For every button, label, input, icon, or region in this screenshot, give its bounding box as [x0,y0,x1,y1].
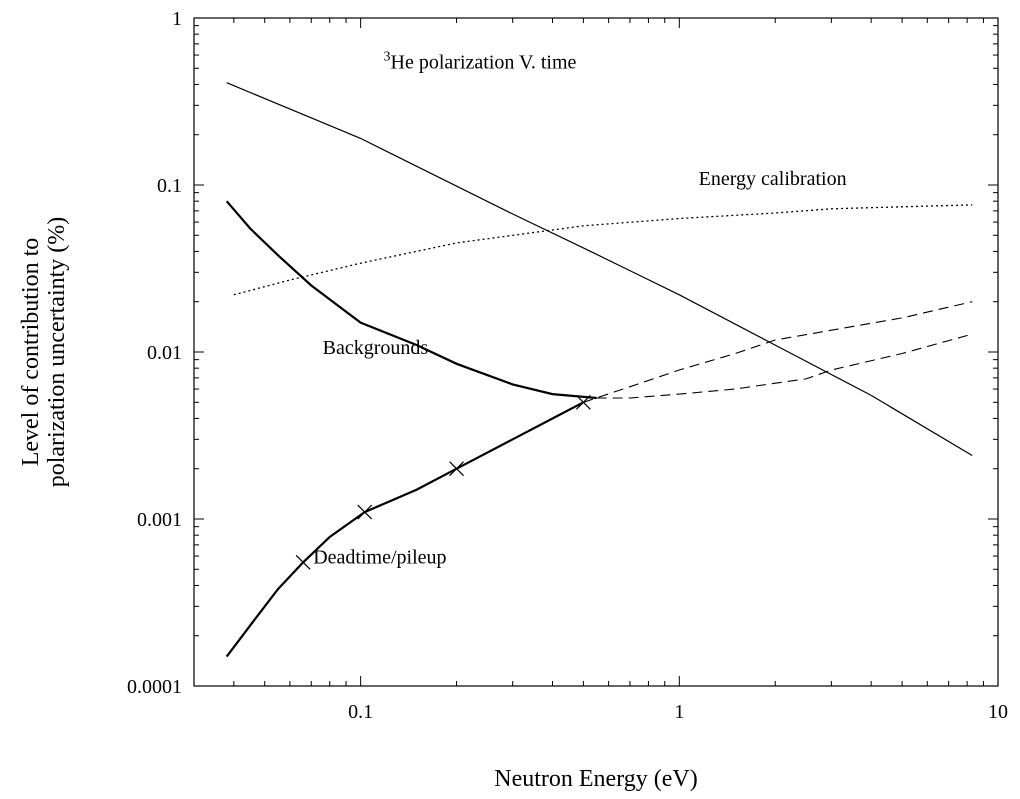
x-marker [295,554,311,570]
y-tick-label: 0.1 [157,175,182,197]
series-line-3 [596,333,973,399]
x-tick-label: 10 [988,701,1008,723]
annotations: 3He polarization V. time Energy calibrati… [313,49,846,568]
x-marker [357,504,373,520]
annotation-energy: Energy calibration [699,168,847,190]
annotation-deadtime: Deadtime/pileup [313,547,446,569]
annotation-backgrounds: Backgrounds [323,337,429,359]
y-tick-label: 0.01 [147,342,182,364]
series-line-0 [226,82,973,457]
x-marker [449,461,464,477]
y-axis-title-line-1: Level of contribution to [18,238,44,467]
y-axis-title-line-2: polarization uncertainty (%) [44,217,70,488]
x-tick-label: 1 [674,701,684,723]
series-line-2 [225,200,597,400]
x-tick-label: 0.1 [348,701,373,723]
series-line-5 [583,301,973,403]
series-line-1 [233,204,973,296]
y-tick-label: 0.001 [137,509,182,531]
x-marker [575,394,591,410]
series-layer [225,82,973,658]
tick-labels: 0.1 1 10 0.0001 0.001 0.01 0.1 1 [127,8,1008,723]
y-tick-label: 0.0001 [127,676,182,698]
series-line-4 [225,401,584,658]
y-tick-label: 1 [172,8,182,30]
x-axis-title: Neutron Energy (eV) [494,766,697,792]
plot-frame [193,17,999,687]
axis-ticks [193,17,999,687]
marker-layer [295,394,591,570]
annotation-he: 3He polarization V. time [384,49,577,73]
